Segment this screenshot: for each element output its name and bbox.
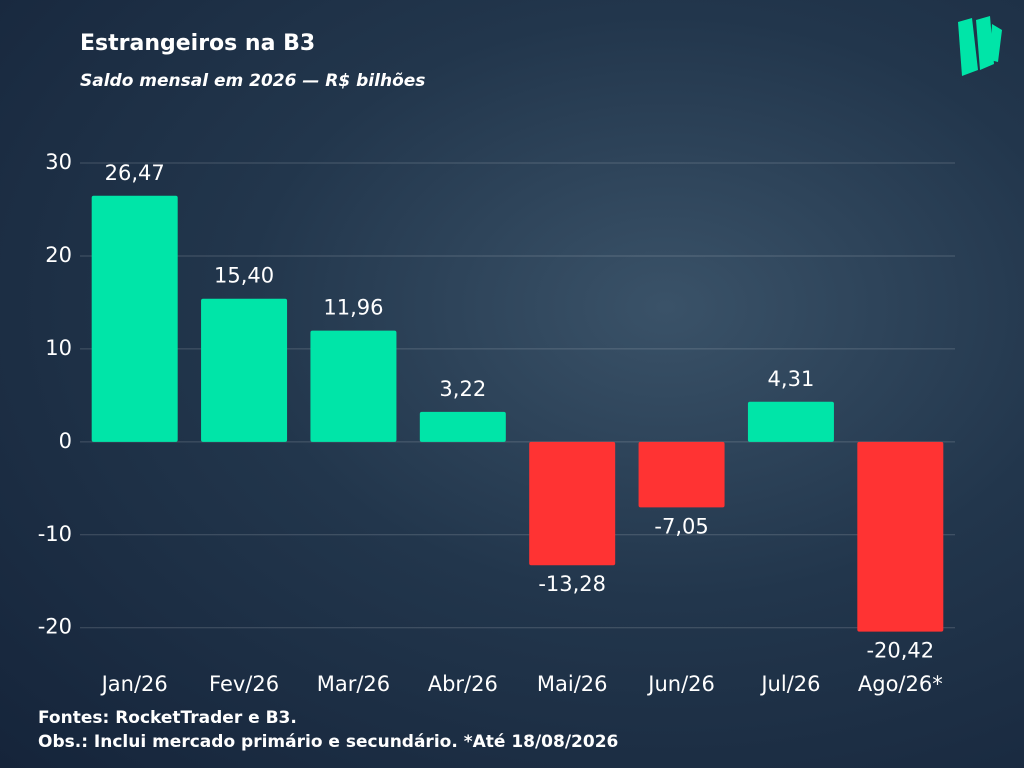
x-tick-label: Jan/26: [100, 672, 168, 696]
chart-subtitle: Saldo mensal em 2026 — R$ bilhões: [80, 71, 425, 91]
bar: [91, 195, 178, 442]
bar: [201, 298, 288, 442]
x-tick-label: Ago/26*: [858, 672, 943, 696]
x-tick-label: Jun/26: [646, 672, 715, 696]
y-tick-label: 0: [59, 429, 72, 453]
bar: [310, 330, 397, 442]
logo: [958, 16, 1002, 76]
bar: [747, 401, 834, 442]
value-label: 15,40: [214, 264, 274, 288]
y-tick-label: 10: [45, 336, 72, 360]
chart-title: Estrangeiros na B3: [80, 31, 315, 56]
bar: [857, 441, 944, 632]
value-label: 26,47: [105, 161, 165, 185]
x-tick-label: Abr/26: [428, 672, 498, 696]
value-label: 11,96: [323, 296, 383, 320]
y-tick-label: 30: [45, 150, 72, 174]
value-label: 3,22: [439, 377, 486, 401]
bar: [638, 441, 725, 508]
y-tick-label: -20: [38, 615, 72, 639]
value-label: 4,31: [768, 367, 815, 391]
x-tick-label: Mar/26: [317, 672, 390, 696]
value-label: -7,05: [654, 514, 708, 538]
y-tick-label: -10: [38, 522, 72, 546]
value-label: -20,42: [866, 639, 934, 663]
source-note: Fontes: RocketTrader e B3.: [38, 708, 297, 728]
bar: [419, 411, 506, 442]
bar: [529, 441, 616, 566]
x-tick-label: Fev/26: [209, 672, 279, 696]
y-tick-label: 20: [45, 243, 72, 267]
footnote: Obs.: Inclui mercado primário e secundár…: [38, 732, 618, 752]
x-tick-label: Mai/26: [537, 672, 608, 696]
value-label: -13,28: [538, 572, 606, 596]
x-tick-label: Jul/26: [759, 672, 820, 696]
